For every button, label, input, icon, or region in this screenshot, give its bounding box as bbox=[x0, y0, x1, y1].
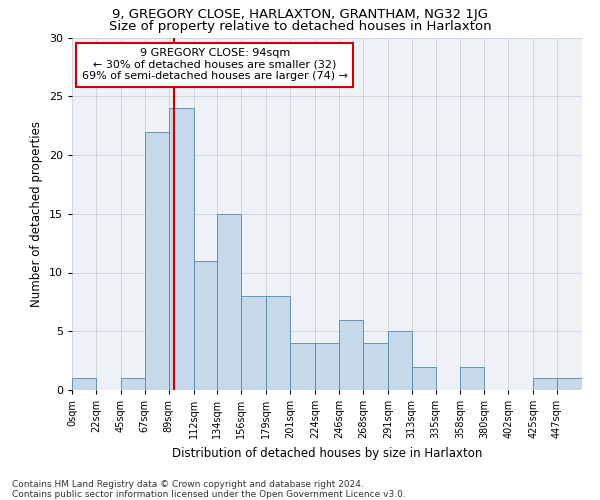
Bar bbox=[557, 378, 582, 390]
Bar bbox=[145, 132, 169, 390]
Text: Contains HM Land Registry data © Crown copyright and database right 2024.
Contai: Contains HM Land Registry data © Crown c… bbox=[12, 480, 406, 499]
Bar bbox=[241, 296, 266, 390]
X-axis label: Distribution of detached houses by size in Harlaxton: Distribution of detached houses by size … bbox=[172, 446, 482, 460]
Bar bbox=[582, 378, 600, 390]
Bar bbox=[388, 331, 412, 390]
Bar bbox=[121, 378, 145, 390]
Bar bbox=[194, 261, 217, 390]
Text: 9, GREGORY CLOSE, HARLAXTON, GRANTHAM, NG32 1JG: 9, GREGORY CLOSE, HARLAXTON, GRANTHAM, N… bbox=[112, 8, 488, 21]
Y-axis label: Number of detached properties: Number of detached properties bbox=[30, 120, 43, 306]
Bar bbox=[533, 378, 557, 390]
Bar bbox=[169, 108, 194, 390]
Bar bbox=[266, 296, 290, 390]
Bar bbox=[460, 366, 484, 390]
Text: Size of property relative to detached houses in Harlaxton: Size of property relative to detached ho… bbox=[109, 20, 491, 33]
Bar bbox=[72, 378, 96, 390]
Bar bbox=[290, 343, 315, 390]
Bar bbox=[339, 320, 363, 390]
Bar bbox=[412, 366, 436, 390]
Bar bbox=[217, 214, 241, 390]
Bar bbox=[363, 343, 388, 390]
Text: 9 GREGORY CLOSE: 94sqm
← 30% of detached houses are smaller (32)
69% of semi-det: 9 GREGORY CLOSE: 94sqm ← 30% of detached… bbox=[82, 48, 348, 82]
Bar bbox=[315, 343, 339, 390]
